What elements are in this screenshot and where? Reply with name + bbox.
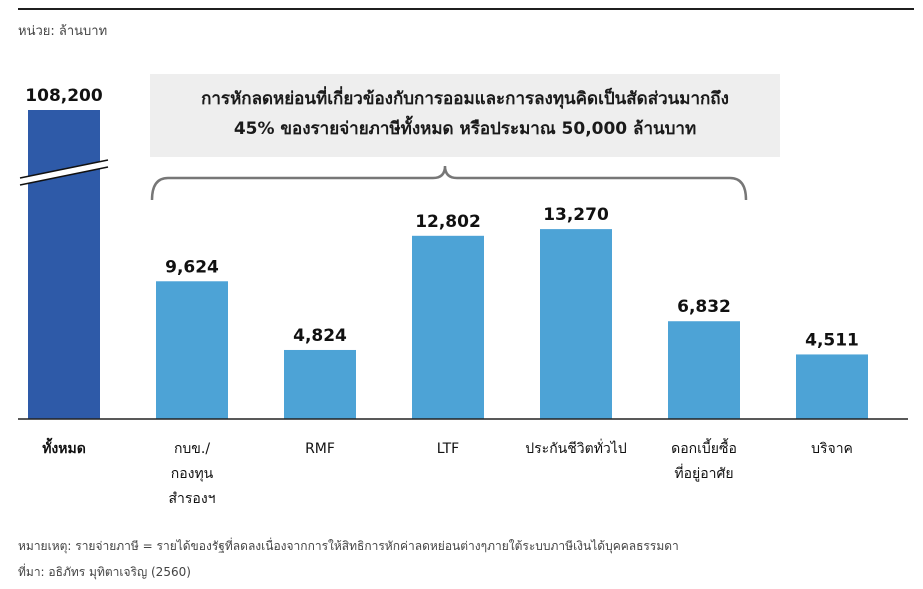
category-label-5-1: ที่อยู่อาศัย: [674, 464, 733, 482]
data-label-2: 4,824: [293, 326, 347, 346]
data-label-0: 108,200: [25, 86, 103, 106]
callout-line-2: 45% ของรายจ่ายภาษีทั้งหมด หรือประมาณ 50,…: [233, 119, 697, 139]
category-label-1-0: กบข./: [174, 441, 210, 457]
category-label-4-0: ประกันชีวิตทั่วไป: [525, 439, 627, 457]
top-rule: [18, 8, 914, 10]
axis-break-line-bottom: [19, 166, 109, 186]
category-label-6-0: บริจาค: [811, 441, 853, 457]
data-label-6: 4,511: [805, 330, 859, 350]
unit-label: หน่วย: ล้านบาท: [18, 24, 108, 39]
footnote-note: หมายเหตุ: รายจ่ายภาษี = รายได้ของรัฐที่ล…: [18, 539, 679, 553]
footnote-source: ที่มา: อธิภัทร มุทิตาเจริญ (2560): [18, 565, 191, 579]
axis-break-gap: [20, 160, 108, 185]
bar-6: [796, 354, 868, 419]
data-label-1: 9,624: [165, 257, 219, 277]
callout-line-1: การหักลดหย่อนที่เกี่ยวข้องกับการออมและกา…: [201, 89, 729, 109]
axis-break-line-top: [19, 159, 109, 179]
bar-1: [156, 281, 228, 419]
category-label-0-0: ทั้งหมด: [42, 437, 86, 457]
category-label-3-0: LTF: [437, 441, 459, 457]
data-label-5: 6,832: [677, 297, 731, 317]
category-label-2-0: RMF: [305, 441, 335, 457]
bar-4: [540, 229, 612, 419]
bar-total: [28, 110, 100, 419]
bar-2: [284, 349, 356, 419]
data-label-3: 12,802: [415, 212, 481, 232]
bar-5: [668, 321, 740, 419]
category-label-1-2: สำรองฯ: [168, 491, 215, 507]
category-label-1-1: กองทุน: [171, 466, 214, 482]
callout-brace: [150, 165, 748, 201]
data-label-4: 13,270: [543, 205, 609, 225]
bar-3: [412, 235, 484, 419]
category-label-5-0: ดอกเบี้ยซื้อ: [671, 438, 737, 457]
callout-box: การหักลดหย่อนที่เกี่ยวข้องกับการออมและกา…: [150, 74, 780, 157]
